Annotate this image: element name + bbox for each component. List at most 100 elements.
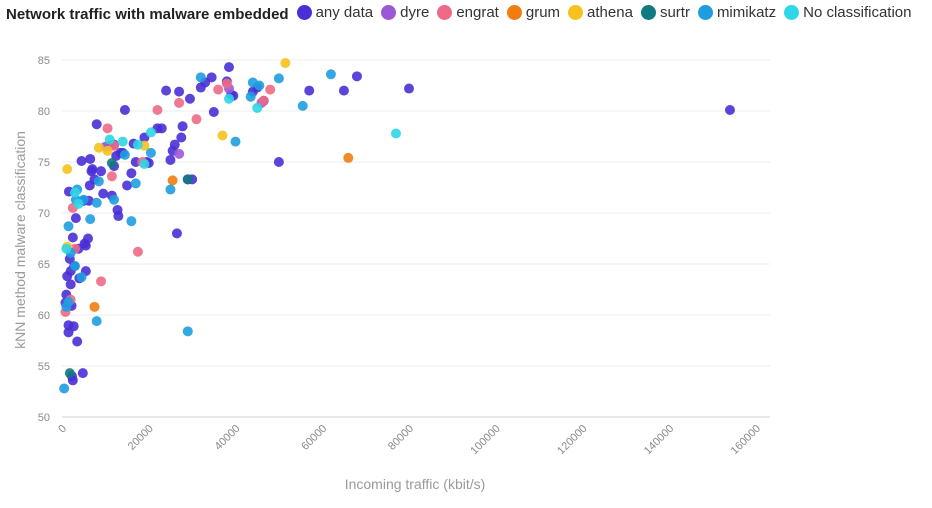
legend-item[interactable]: No classification [784, 4, 912, 21]
data-point[interactable] [119, 149, 130, 160]
legend-item[interactable]: dyre [381, 4, 429, 21]
data-point[interactable] [96, 276, 107, 287]
data-point[interactable] [62, 164, 73, 175]
data-point[interactable] [221, 78, 232, 89]
data-point[interactable] [273, 157, 284, 167]
data-point[interactable] [87, 164, 98, 175]
data-point[interactable] [304, 85, 315, 96]
data-point[interactable] [67, 232, 78, 243]
data-point[interactable] [126, 216, 137, 227]
data-point[interactable] [91, 197, 102, 208]
data-point[interactable] [174, 148, 185, 159]
data-point[interactable] [130, 178, 141, 189]
legend-item[interactable]: surtr [640, 4, 690, 21]
data-point[interactable] [109, 194, 120, 205]
data-point[interactable] [96, 166, 107, 177]
data-point[interactable] [254, 80, 265, 91]
data-point[interactable] [176, 132, 187, 143]
data-point[interactable] [139, 159, 150, 170]
data-point[interactable] [83, 233, 94, 244]
data-point[interactable] [65, 279, 76, 290]
data-point[interactable] [165, 184, 176, 195]
data-point[interactable] [404, 83, 414, 94]
data-point[interactable] [245, 91, 256, 102]
data-point[interactable] [64, 368, 75, 379]
data-point[interactable] [119, 104, 130, 115]
data-point[interactable] [171, 228, 182, 239]
data-point[interactable] [223, 93, 234, 104]
data-point[interactable] [63, 296, 74, 307]
data-point[interactable] [273, 73, 284, 84]
data-point[interactable] [152, 104, 163, 115]
data-point[interactable] [132, 139, 143, 150]
data-point[interactable] [70, 261, 81, 272]
data-point[interactable] [208, 107, 219, 118]
data-point[interactable] [145, 127, 156, 138]
data-point[interactable] [217, 130, 228, 141]
data-point[interactable] [338, 85, 349, 96]
data-point[interactable] [174, 97, 185, 108]
data-point[interactable] [165, 154, 176, 165]
data-point[interactable] [182, 326, 193, 337]
data-point[interactable] [184, 93, 195, 104]
data-point[interactable] [390, 128, 401, 139]
data-point[interactable] [117, 136, 128, 147]
data-point[interactable] [191, 114, 202, 125]
legend-item[interactable]: grum [506, 4, 560, 21]
data-point[interactable] [106, 158, 117, 169]
data-point[interactable] [213, 84, 224, 95]
legend-item[interactable]: any data [296, 4, 373, 21]
data-point[interactable] [724, 104, 735, 115]
data-point[interactable] [182, 174, 193, 185]
legend-item[interactable]: mimikatz [697, 4, 776, 21]
data-point[interactable] [230, 136, 241, 147]
data-point[interactable] [85, 214, 96, 225]
data-point[interactable] [145, 147, 156, 158]
data-point[interactable] [77, 368, 88, 379]
data-point[interactable] [325, 69, 336, 80]
data-point[interactable] [93, 142, 104, 153]
data-point[interactable] [73, 198, 84, 209]
data-point[interactable] [72, 336, 83, 347]
data-point[interactable] [102, 123, 113, 134]
data-point[interactable] [280, 58, 291, 69]
data-point[interactable] [167, 175, 178, 186]
data-point[interactable] [252, 102, 263, 113]
data-point[interactable] [265, 84, 276, 95]
data-point[interactable] [351, 71, 362, 82]
data-point[interactable] [174, 86, 185, 97]
data-point[interactable] [85, 153, 96, 164]
data-point[interactable] [89, 301, 100, 312]
data-point[interactable] [93, 176, 104, 187]
data-point[interactable] [61, 243, 72, 254]
data-point[interactable] [161, 85, 172, 96]
data-point[interactable] [76, 272, 87, 283]
data-point[interactable] [122, 180, 133, 191]
data-point[interactable] [195, 72, 206, 83]
data-point[interactable] [206, 72, 217, 83]
data-point[interactable] [76, 155, 87, 166]
data-point[interactable] [177, 121, 188, 132]
data-point[interactable] [223, 62, 234, 73]
data-point[interactable] [98, 188, 109, 199]
data-point[interactable] [106, 171, 117, 182]
data-point[interactable] [258, 95, 269, 106]
data-point[interactable] [113, 211, 124, 222]
data-point[interactable] [343, 152, 354, 163]
data-point[interactable] [91, 316, 102, 327]
data-point[interactable] [102, 145, 113, 156]
data-point[interactable] [91, 119, 102, 130]
data-point[interactable] [126, 168, 137, 179]
legend-item[interactable]: athena [568, 4, 633, 21]
data-point[interactable] [104, 134, 115, 145]
data-point[interactable] [59, 383, 70, 394]
legend-item[interactable]: engrat [437, 4, 499, 21]
data-point[interactable] [132, 246, 143, 257]
data-point[interactable] [70, 213, 81, 224]
data-point[interactable] [156, 123, 167, 134]
data-point[interactable] [297, 100, 308, 111]
data-point[interactable] [68, 321, 79, 332]
data-point[interactable] [169, 139, 180, 150]
data-point[interactable] [70, 187, 81, 198]
data-point[interactable] [63, 221, 74, 232]
